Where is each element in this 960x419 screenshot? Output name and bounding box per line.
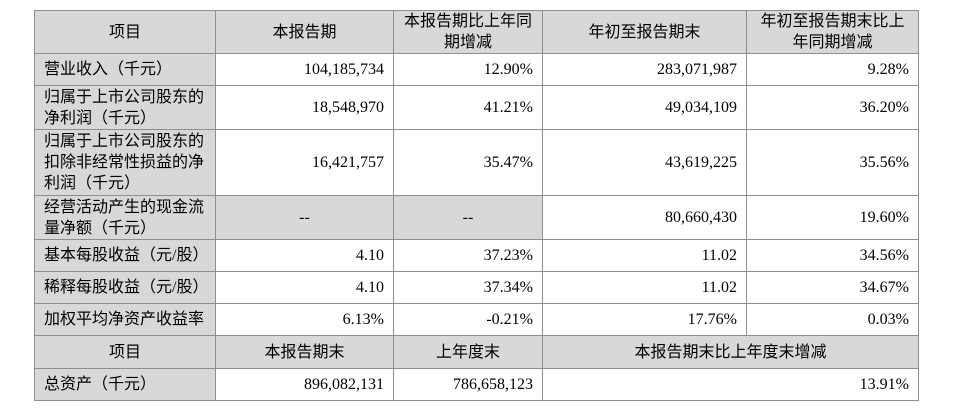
column-header-item-2: 项目: [34, 335, 216, 369]
cell-value: 17.76%: [542, 303, 747, 336]
column-header-ytd: 年初至报告期末: [542, 10, 747, 54]
cell-value: 283,071,987: [542, 53, 747, 86]
table-row: 加权平均净资产收益率 6.13% -0.21% 17.76% 0.03%: [34, 303, 919, 336]
row-label: 加权平均净资产收益率: [34, 303, 216, 336]
row-label: 归属于上市公司股东的净利润（千元）: [34, 85, 216, 130]
cell-value: 4.10: [215, 239, 394, 272]
row-label: 营业收入（千元）: [34, 53, 216, 86]
cell-value: 104,185,734: [215, 53, 394, 86]
table-row: 经营活动产生的现金流量净额（千元） -- -- 80,660,430 19.60…: [34, 195, 919, 240]
cell-value: 49,034,109: [542, 85, 747, 130]
column-header-current-period: 本报告期: [215, 10, 394, 54]
cell-value: 12.90%: [393, 53, 543, 86]
column-header-prior-year-end: 上年度末: [393, 335, 543, 369]
cell-value: 18,548,970: [215, 85, 394, 130]
table-row: 基本每股收益（元/股） 4.10 37.23% 11.02 34.56%: [34, 239, 919, 272]
cell-value: 41.21%: [393, 85, 543, 130]
cell-value: 9.28%: [746, 53, 919, 86]
cell-value: 36.20%: [746, 85, 919, 130]
row-label: 归属于上市公司股东的扣除非经常性损益的净利润（千元）: [34, 129, 216, 196]
column-header-ytd-yoy: 年初至报告期末比上年同期增减: [746, 10, 919, 54]
cell-value: 35.56%: [746, 129, 919, 196]
column-header-period-end-vs-prior: 本报告期末比上年度末增减: [542, 335, 919, 369]
cell-value: 6.13%: [215, 303, 394, 336]
table-header-row-1: 项目 本报告期 本报告期比上年同期增减 年初至报告期末 年初至报告期末比上年同期…: [34, 10, 919, 54]
table-header-row-2: 项目 本报告期末 上年度末 本报告期末比上年度末增减: [34, 335, 919, 369]
row-label: 稀释每股收益（元/股）: [34, 271, 216, 304]
cell-value: 34.56%: [746, 239, 919, 272]
cell-value: --: [215, 195, 394, 240]
table-row: 总资产（千元） 896,082,131 786,658,123 13.91%: [34, 368, 919, 401]
column-header-current-period-yoy: 本报告期比上年同期增减: [393, 10, 543, 54]
table-row: 营业收入（千元） 104,185,734 12.90% 283,071,987 …: [34, 53, 919, 86]
row-label: 基本每股收益（元/股）: [34, 239, 216, 272]
cell-value: 35.47%: [393, 129, 543, 196]
column-header-period-end: 本报告期末: [215, 335, 394, 369]
table-row: 稀释每股收益（元/股） 4.10 37.34% 11.02 34.67%: [34, 271, 919, 304]
cell-value: 37.23%: [393, 239, 543, 272]
cell-value: 43,619,225: [542, 129, 747, 196]
cell-value: --: [393, 195, 543, 240]
row-label: 经营活动产生的现金流量净额（千元）: [34, 195, 216, 240]
cell-value: 37.34%: [393, 271, 543, 304]
financial-summary-table: 项目 本报告期 本报告期比上年同期增减 年初至报告期末 年初至报告期末比上年同期…: [34, 10, 919, 401]
cell-value: 786,658,123: [393, 368, 543, 401]
table-row: 归属于上市公司股东的净利润（千元） 18,548,970 41.21% 49,0…: [34, 85, 919, 130]
cell-value: 34.67%: [746, 271, 919, 304]
cell-value: -0.21%: [393, 303, 543, 336]
cell-value: 80,660,430: [542, 195, 747, 240]
row-label: 总资产（千元）: [34, 368, 216, 401]
cell-value: 4.10: [215, 271, 394, 304]
cell-value: 19.60%: [746, 195, 919, 240]
cell-value: 11.02: [542, 271, 747, 304]
cell-value: 0.03%: [746, 303, 919, 336]
cell-value: 896,082,131: [215, 368, 394, 401]
table-row: 归属于上市公司股东的扣除非经常性损益的净利润（千元） 16,421,757 35…: [34, 129, 919, 196]
column-header-item: 项目: [34, 10, 216, 54]
cell-value: 16,421,757: [215, 129, 394, 196]
cell-value: 11.02: [542, 239, 747, 272]
cell-value: 13.91%: [542, 368, 919, 401]
